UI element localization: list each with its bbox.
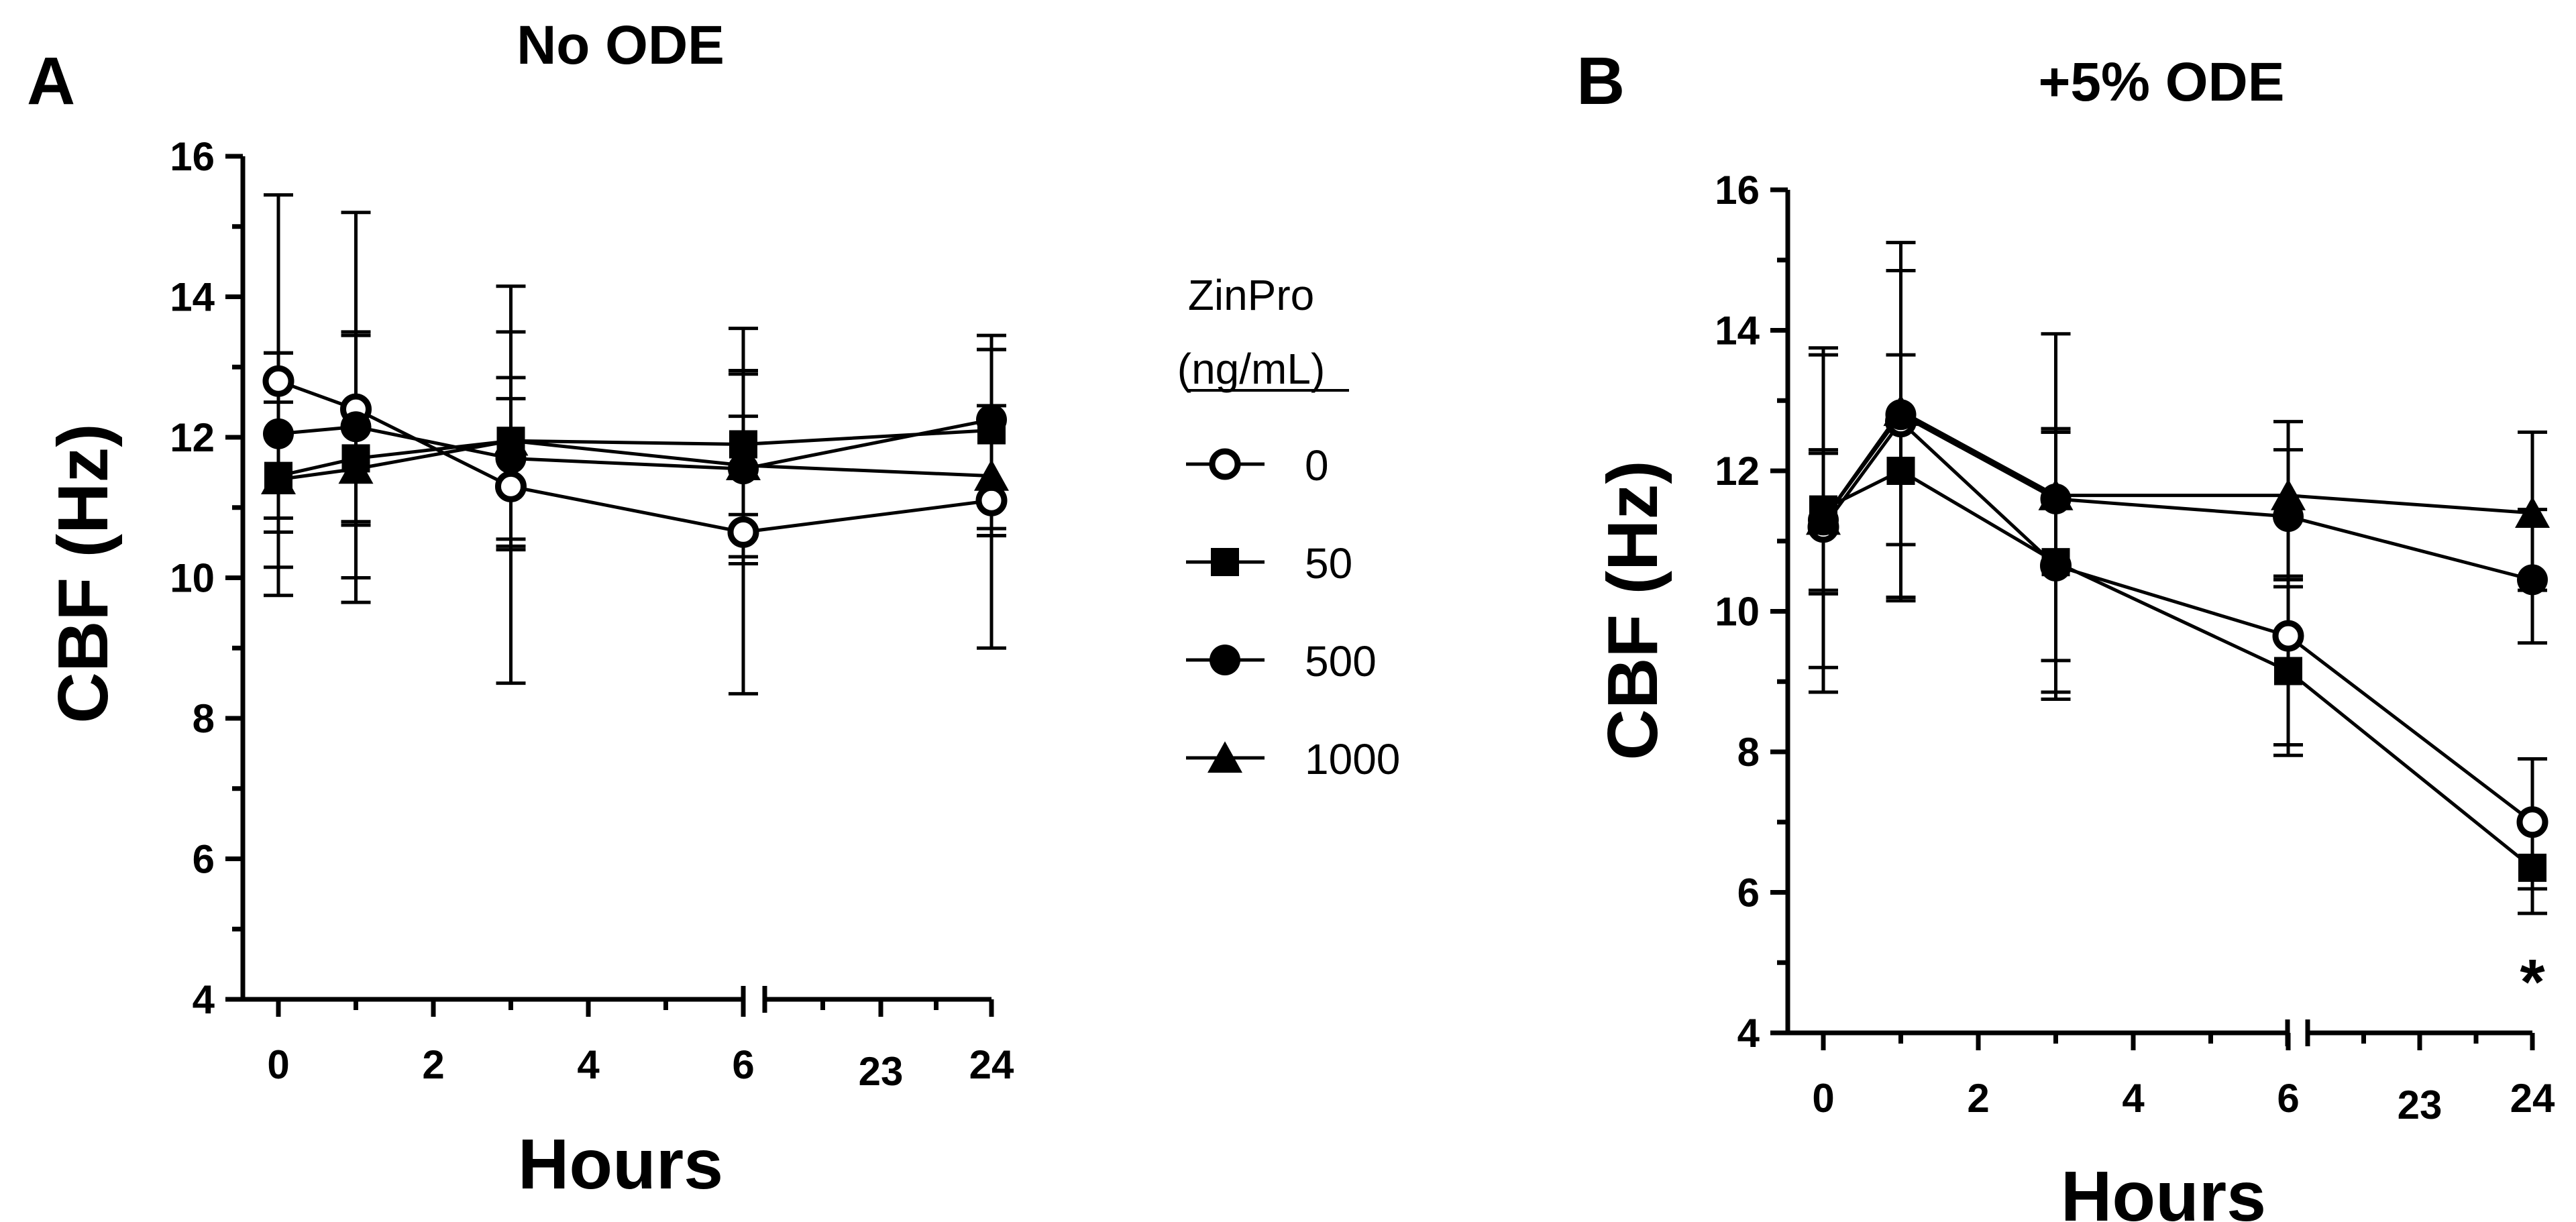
panel-b-y-tick-label: 8 [1737, 730, 1760, 775]
panel-a-point-500 [976, 404, 1007, 435]
legend-label-0: 0 [1305, 441, 1329, 490]
legend-title-line1: ZinPro [1188, 271, 1315, 319]
panel-b-x-tick-label: 2 [1967, 1076, 1989, 1121]
panel-a-x-tick-label: 4 [577, 1042, 600, 1087]
panel-b-y-tick-label: 10 [1715, 590, 1760, 634]
panel-a-y-tick-label: 6 [193, 837, 215, 882]
panel-a-point-1000 [338, 452, 374, 484]
panel-a-x-tick-label: 0 [267, 1042, 289, 1087]
panel-b-point-1000 [2515, 496, 2550, 528]
panel-b-x-tick-label: 23 [2398, 1082, 2443, 1127]
panel-b-y-tick-label: 16 [1715, 168, 1760, 213]
panel-a-y-axis-title: CBF (Hz) [44, 423, 123, 723]
legend-marker-1000 [1208, 741, 1242, 773]
panel-a-point-500 [263, 418, 294, 449]
panel-b-x-tick-label: 4 [2122, 1076, 2145, 1121]
panel-b-point-50 [2041, 548, 2070, 577]
legend: 0 50 500 1000 [1186, 441, 1400, 783]
panel-a-x-axis-title: Hours [518, 1125, 723, 1204]
panel-a-point-500 [340, 411, 372, 443]
panel-b-series-line-50 [1822, 469, 2534, 869]
panel-label-a: A [27, 44, 75, 119]
panel-b-point-500 [2517, 564, 2548, 596]
panel-b-x-tick-label: 0 [1812, 1076, 1834, 1121]
legend-marker-0 [1209, 448, 1241, 480]
panel-a-point-1000 [974, 459, 1009, 491]
panel-a-point-1000 [493, 424, 529, 456]
panel-b-x-tick-label: 6 [2277, 1076, 2299, 1121]
panel-a-point-1000 [726, 449, 761, 480]
panel-b-series-line-500 [1821, 412, 2533, 581]
panel-b-point-50 [2518, 853, 2546, 882]
legend-marker-500 [1210, 645, 1240, 675]
legend-label-500: 500 [1305, 637, 1377, 685]
panel-a-y-tick-label: 10 [170, 556, 215, 601]
panel-b-y-axis-title: CBF (Hz) [1593, 460, 1672, 760]
panel-a-x-tick-label: 24 [969, 1042, 1014, 1087]
panel-label-b: B [1576, 44, 1625, 119]
panel-a-point-1000 [261, 463, 296, 494]
panel-a-point-0 [495, 470, 527, 502]
panel-a-title: No ODE [517, 15, 724, 76]
panel-b-y-tick-label: 4 [1737, 1011, 1760, 1056]
panel-b-x-tick-label: 24 [2510, 1076, 2555, 1121]
panel-a-y-tick-label: 14 [170, 275, 215, 320]
significance-annotation: * [2520, 946, 2545, 1018]
panel-a-x-tick-label: 23 [859, 1049, 904, 1094]
panel-a-y-tick-label: 12 [170, 415, 215, 460]
panel-b-point-1000 [1806, 503, 1841, 535]
panel-a-x-tick-label: 6 [732, 1042, 754, 1087]
panel-a-y-tick-label: 4 [193, 977, 215, 1022]
panel-b-series-line-0 [1821, 419, 2534, 824]
panel-a-series-line-1000 [278, 439, 992, 482]
panel-b-point-50 [2274, 657, 2302, 685]
panel-a-point-0 [975, 484, 1008, 516]
panel-a-x-tick-label: 2 [422, 1042, 444, 1087]
panel-b-point-50 [1886, 457, 1915, 485]
panel-b-y-tick-label: 14 [1715, 309, 1760, 353]
panel-b-series-line-1000 [1821, 408, 2533, 521]
panel-b-x-axis-title: Hours [2061, 1157, 2266, 1222]
panel-b-point-0 [2272, 620, 2304, 652]
legend-label-1000: 1000 [1305, 735, 1400, 783]
panel-a-y-tick-label: 8 [193, 696, 215, 741]
legend-label-50: 50 [1305, 539, 1352, 588]
panel-a-point-0 [727, 516, 759, 548]
panel-a-y-tick-label: 16 [170, 134, 215, 179]
panel-b-y-tick-label: 12 [1715, 449, 1760, 494]
panel-a-point-0 [262, 365, 294, 397]
legend-title-line2: (ng/mL) [1177, 345, 1326, 393]
panel-b-point-1000 [2271, 478, 2306, 510]
panel-b-point-1000 [2038, 478, 2074, 510]
legend-marker-50 [1211, 548, 1239, 576]
panel-b-point-1000 [1883, 394, 1919, 427]
panel-b-point-0 [2516, 806, 2548, 838]
panel-b-y-tick-label: 6 [1737, 871, 1760, 915]
panel-b-title: +5% ODE [2039, 52, 2285, 113]
